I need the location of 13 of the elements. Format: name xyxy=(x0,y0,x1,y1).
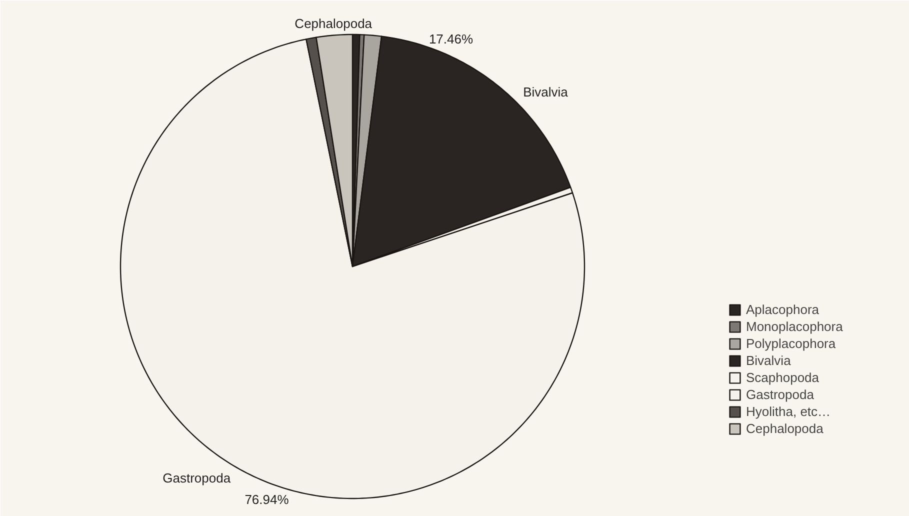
legend-label: Aplacophora xyxy=(746,302,819,317)
legend-label: Cephalopoda xyxy=(746,421,824,436)
legend-label: Polyplacophora xyxy=(746,336,836,351)
legend-label: Scaphopoda xyxy=(746,370,820,385)
data-label: 17.46% xyxy=(428,32,474,46)
legend-label: Monoplacophora xyxy=(746,319,843,334)
legend-label: Gastropoda xyxy=(746,387,814,402)
legend-label: Hyolitha, etc… xyxy=(746,404,831,419)
slice-label: Cephalopoda xyxy=(294,16,373,31)
slice-label: Bivalvia xyxy=(523,84,569,100)
slice-label: Gastropoda xyxy=(162,470,232,486)
data-label: 76.94% xyxy=(244,492,290,508)
legend-label: Bivalvia xyxy=(746,353,791,368)
